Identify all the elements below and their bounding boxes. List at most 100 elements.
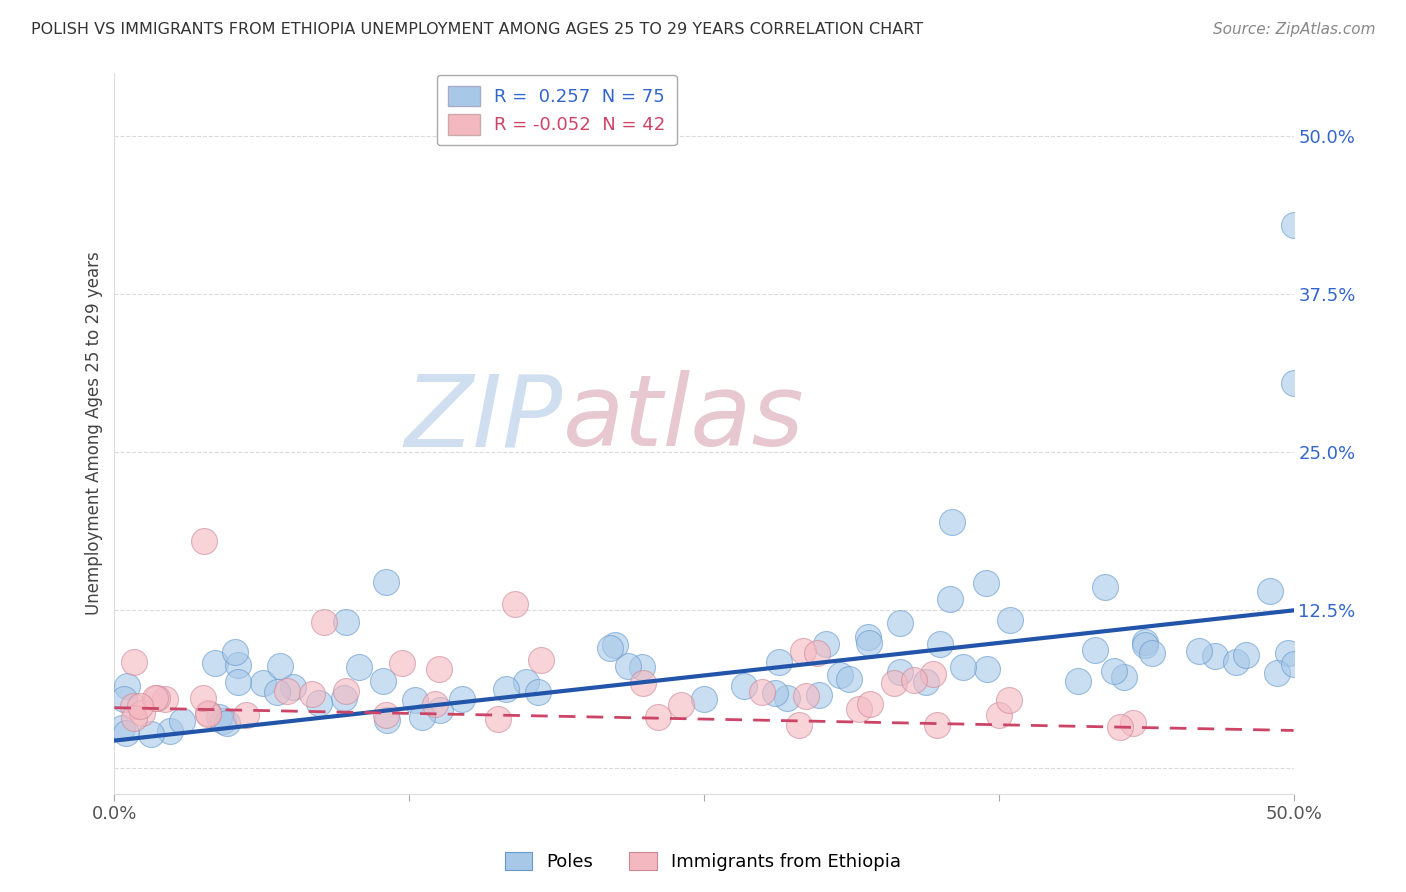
Point	[335, 615, 357, 630]
Point	[647, 709, 669, 723]
Point	[830, 667, 852, 681]
Point	[530, 653, 553, 667]
Point	[858, 636, 880, 650]
Point	[605, 638, 627, 652]
Point	[1258, 584, 1281, 599]
Point	[974, 575, 997, 590]
Point	[159, 724, 181, 739]
Point	[768, 655, 790, 669]
Point	[252, 675, 274, 690]
Point	[153, 692, 176, 706]
Point	[1109, 720, 1132, 734]
Point	[527, 685, 550, 699]
Point	[373, 674, 395, 689]
Point	[928, 637, 950, 651]
Point	[1133, 635, 1156, 649]
Point	[787, 718, 810, 732]
Point	[889, 615, 911, 630]
Text: ZIP: ZIP	[405, 370, 562, 467]
Point	[1122, 716, 1144, 731]
Point	[693, 691, 716, 706]
Point	[335, 684, 357, 698]
Point	[112, 692, 135, 706]
Point	[848, 702, 870, 716]
Point	[411, 710, 433, 724]
Point	[122, 699, 145, 714]
Point	[806, 646, 828, 660]
Point	[333, 690, 356, 705]
Point	[669, 698, 692, 713]
Point	[859, 697, 882, 711]
Point	[889, 665, 911, 679]
Point	[427, 662, 450, 676]
Point	[941, 515, 963, 529]
Point	[1282, 218, 1305, 232]
Point	[939, 591, 962, 606]
Point	[111, 721, 134, 735]
Point	[128, 699, 150, 714]
Point	[115, 679, 138, 693]
Point	[266, 685, 288, 699]
Point	[374, 707, 396, 722]
Text: atlas: atlas	[562, 370, 804, 467]
Point	[515, 675, 537, 690]
Point	[375, 713, 398, 727]
Point	[751, 685, 773, 699]
Legend: R =  0.257  N = 75, R = -0.052  N = 42: R = 0.257 N = 75, R = -0.052 N = 42	[437, 75, 676, 145]
Point	[139, 727, 162, 741]
Point	[814, 637, 837, 651]
Point	[197, 706, 219, 720]
Point	[495, 682, 517, 697]
Point	[1135, 638, 1157, 652]
Point	[429, 703, 451, 717]
Point	[617, 659, 640, 673]
Point	[1094, 580, 1116, 594]
Point	[976, 661, 998, 675]
Point	[1188, 644, 1211, 658]
Point	[217, 715, 239, 730]
Y-axis label: Unemployment Among Ages 25 to 29 years: Unemployment Among Ages 25 to 29 years	[86, 252, 103, 615]
Point	[423, 697, 446, 711]
Point	[883, 676, 905, 690]
Point	[1282, 376, 1305, 390]
Point	[226, 658, 249, 673]
Point	[733, 679, 755, 693]
Point	[631, 676, 654, 690]
Point	[314, 615, 336, 629]
Point	[1267, 666, 1289, 681]
Text: Source: ZipAtlas.com: Source: ZipAtlas.com	[1212, 22, 1375, 37]
Point	[922, 666, 945, 681]
Point	[170, 714, 193, 729]
Point	[224, 645, 246, 659]
Point	[131, 706, 153, 721]
Point	[856, 630, 879, 644]
Point	[146, 690, 169, 705]
Legend: Poles, Immigrants from Ethiopia: Poles, Immigrants from Ethiopia	[498, 845, 908, 879]
Point	[1225, 655, 1247, 669]
Point	[792, 644, 814, 658]
Point	[374, 575, 396, 590]
Point	[308, 696, 330, 710]
Point	[124, 711, 146, 725]
Point	[505, 597, 527, 611]
Point	[143, 691, 166, 706]
Point	[486, 712, 509, 726]
Point	[1112, 670, 1135, 684]
Point	[204, 657, 226, 671]
Point	[1236, 648, 1258, 662]
Point	[1140, 646, 1163, 660]
Point	[988, 707, 1011, 722]
Point	[1083, 643, 1105, 657]
Point	[281, 681, 304, 695]
Point	[212, 714, 235, 728]
Point	[404, 692, 426, 706]
Point	[114, 726, 136, 740]
Text: POLISH VS IMMIGRANTS FROM ETHIOPIA UNEMPLOYMENT AMONG AGES 25 TO 29 YEARS CORREL: POLISH VS IMMIGRANTS FROM ETHIOPIA UNEMP…	[31, 22, 924, 37]
Point	[1277, 646, 1299, 660]
Point	[301, 687, 323, 701]
Point	[235, 708, 257, 723]
Point	[599, 641, 621, 656]
Point	[391, 656, 413, 670]
Point	[197, 706, 219, 721]
Point	[903, 673, 925, 687]
